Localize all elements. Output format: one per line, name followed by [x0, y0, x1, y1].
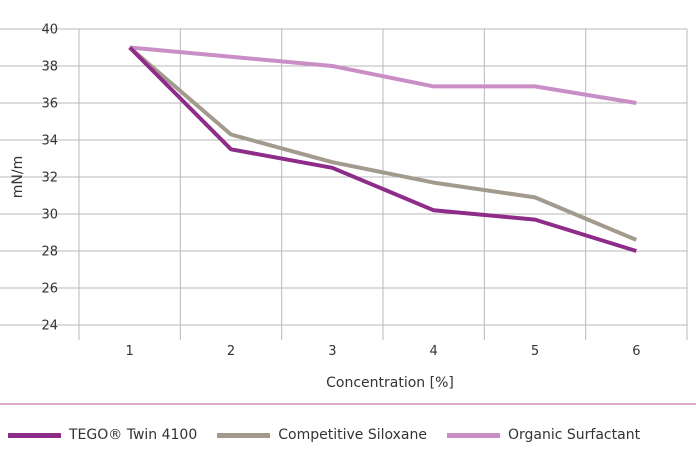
x-tick-label: 1 — [126, 344, 134, 359]
y-tick-label: 38 — [41, 60, 58, 75]
series-line-1 — [128, 45, 638, 242]
legend-item-tego: TEGO® Twin 4100 — [8, 427, 197, 443]
y-tick-label: 32 — [41, 171, 58, 186]
y-axis-title: mN/m — [10, 156, 26, 198]
legend-swatch-tego — [8, 432, 61, 438]
x-tick-label: 3 — [328, 344, 336, 359]
legend: TEGO® Twin 4100 Competitive Siloxane Org… — [8, 424, 660, 446]
series-lines — [128, 45, 638, 253]
legend-item-competitive-siloxane: Competitive Siloxane — [217, 427, 427, 443]
x-tick-label: 2 — [227, 344, 235, 359]
legend-item-organic-surfactant: Organic Surfactant — [447, 427, 640, 443]
x-tick-label: 6 — [632, 344, 640, 359]
legend-label-organic-surfactant: Organic Surfactant — [508, 427, 641, 443]
grid — [0, 28, 688, 340]
series-line-2 — [129, 45, 637, 105]
y-tick-label: 30 — [41, 208, 58, 223]
series-line-0 — [128, 46, 637, 253]
y-axis-ticks: 24 26 28 30 32 34 36 38 40 — [41, 23, 58, 334]
x-tick-label: 4 — [430, 344, 438, 359]
y-tick-label: 24 — [41, 319, 58, 334]
y-tick-label: 26 — [41, 282, 58, 297]
y-tick-label: 40 — [41, 23, 58, 38]
legend-swatch-organic-surfactant — [447, 432, 500, 438]
legend-label-competitive-siloxane: Competitive Siloxane — [278, 427, 427, 443]
x-tick-label: 5 — [531, 344, 539, 359]
legend-swatch-competitive-siloxane — [217, 432, 271, 438]
x-axis-title: Concentration [%] — [326, 375, 454, 391]
y-tick-label: 28 — [41, 245, 58, 260]
x-axis-ticks: 1 2 3 4 5 6 — [126, 344, 641, 359]
legend-label-tego: TEGO® Twin 4100 — [69, 427, 198, 443]
y-tick-label: 36 — [41, 97, 58, 112]
y-tick-label: 34 — [41, 134, 58, 149]
